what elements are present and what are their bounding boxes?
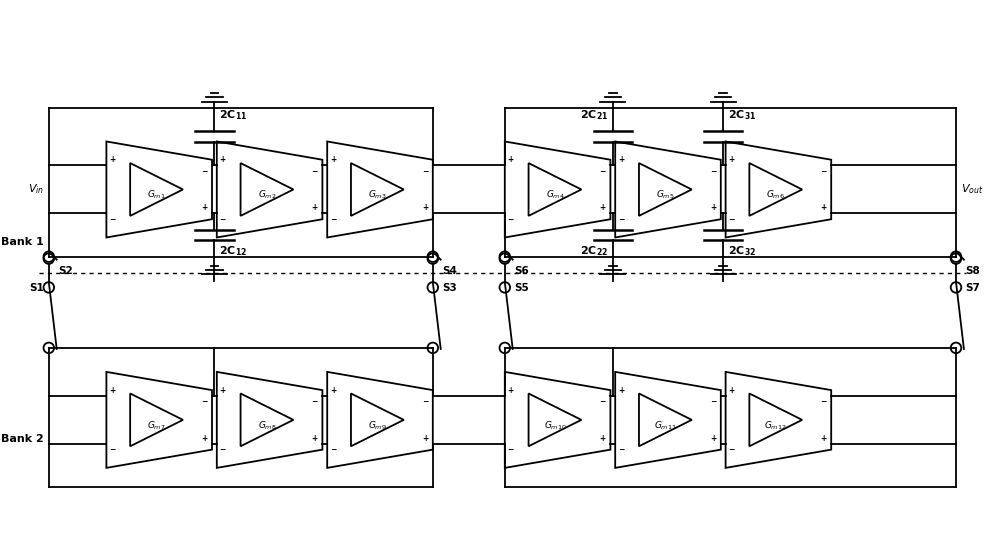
Text: +: + (201, 434, 207, 443)
Text: −: − (422, 397, 428, 406)
Text: +: + (312, 203, 318, 212)
Text: −: − (820, 167, 827, 176)
Text: −: − (330, 445, 336, 454)
Text: $G_{m1}$: $G_{m1}$ (147, 189, 166, 201)
Text: S4: S4 (442, 266, 457, 276)
Text: +: + (422, 434, 428, 443)
Text: Bank 1: Bank 1 (1, 238, 44, 247)
Text: +: + (422, 203, 428, 212)
Text: +: + (820, 434, 827, 443)
Text: +: + (201, 203, 207, 212)
Polygon shape (505, 372, 610, 468)
Text: $\mathbf{2C_{11}}$: $\mathbf{2C_{11}}$ (219, 109, 248, 122)
Text: +: + (618, 385, 624, 395)
Text: +: + (728, 385, 734, 395)
Text: $\mathbf{2C_{31}}$: $\mathbf{2C_{31}}$ (728, 109, 756, 122)
Text: −: − (507, 445, 514, 454)
Text: S6: S6 (514, 266, 529, 276)
Text: $G_{m9}$: $G_{m9}$ (368, 419, 387, 432)
Text: −: − (109, 215, 115, 224)
Text: −: − (201, 167, 208, 176)
Text: −: − (201, 397, 208, 406)
Text: Bank 2: Bank 2 (1, 434, 44, 444)
Text: $G_{m6}$: $G_{m6}$ (766, 189, 785, 201)
Text: +: + (600, 203, 606, 212)
Text: +: + (728, 155, 734, 164)
Text: $\mathbf{2C_{32}}$: $\mathbf{2C_{32}}$ (728, 245, 756, 258)
Polygon shape (726, 372, 831, 468)
Text: $\mathbf{2C_{12}}$: $\mathbf{2C_{12}}$ (219, 245, 247, 258)
Text: S7: S7 (966, 283, 980, 293)
Polygon shape (327, 372, 433, 468)
Text: S5: S5 (514, 283, 529, 293)
Text: $G_{m7}$: $G_{m7}$ (147, 419, 166, 432)
Polygon shape (217, 372, 322, 468)
Polygon shape (615, 372, 721, 468)
Text: $G_{m11}$: $G_{m11}$ (654, 419, 677, 432)
Text: +: + (219, 385, 226, 395)
Text: +: + (109, 155, 115, 164)
Text: +: + (330, 155, 336, 164)
Polygon shape (217, 141, 322, 238)
Text: +: + (710, 434, 716, 443)
Text: $G_{m10}$: $G_{m10}$ (544, 419, 566, 432)
Text: $V_{in}$: $V_{in}$ (28, 182, 44, 197)
Text: +: + (109, 385, 115, 395)
Polygon shape (726, 141, 831, 238)
Text: −: − (710, 167, 716, 176)
Text: +: + (507, 385, 514, 395)
Text: +: + (507, 155, 514, 164)
Text: $G_{m2}$: $G_{m2}$ (258, 189, 276, 201)
Text: +: + (219, 155, 226, 164)
Text: −: − (219, 215, 226, 224)
Text: −: − (618, 215, 624, 224)
Text: $G_{m3}$: $G_{m3}$ (368, 189, 387, 201)
Text: −: − (330, 215, 336, 224)
Text: −: − (219, 445, 226, 454)
Polygon shape (106, 372, 212, 468)
Text: −: − (312, 167, 318, 176)
Text: $\mathbf{2C_{22}}$: $\mathbf{2C_{22}}$ (580, 245, 608, 258)
Text: S3: S3 (442, 283, 457, 293)
Text: +: + (312, 434, 318, 443)
Text: −: − (820, 397, 827, 406)
Polygon shape (615, 141, 721, 238)
Text: −: − (507, 215, 514, 224)
Text: +: + (710, 203, 716, 212)
Text: −: − (312, 397, 318, 406)
Text: $G_{m8}$: $G_{m8}$ (258, 419, 276, 432)
Text: $G_{m12}$: $G_{m12}$ (764, 419, 787, 432)
Text: −: − (422, 167, 428, 176)
Text: +: + (600, 434, 606, 443)
Text: S8: S8 (966, 266, 980, 276)
Text: +: + (820, 203, 827, 212)
Text: S2: S2 (58, 266, 73, 276)
Text: +: + (618, 155, 624, 164)
Text: −: − (728, 445, 735, 454)
Text: $G_{m4}$: $G_{m4}$ (546, 189, 564, 201)
Text: $\mathbf{2C_{21}}$: $\mathbf{2C_{21}}$ (580, 109, 608, 122)
Text: −: − (618, 445, 624, 454)
Polygon shape (106, 141, 212, 238)
Text: +: + (330, 385, 336, 395)
Text: −: − (728, 215, 735, 224)
Text: −: − (109, 445, 115, 454)
Text: $G_{m5}$: $G_{m5}$ (656, 189, 675, 201)
Text: −: − (710, 397, 716, 406)
Polygon shape (327, 141, 433, 238)
Polygon shape (505, 141, 610, 238)
Text: S1: S1 (29, 283, 44, 293)
Text: −: − (600, 167, 606, 176)
Text: −: − (600, 397, 606, 406)
Text: $V_{out}$: $V_{out}$ (961, 182, 983, 197)
